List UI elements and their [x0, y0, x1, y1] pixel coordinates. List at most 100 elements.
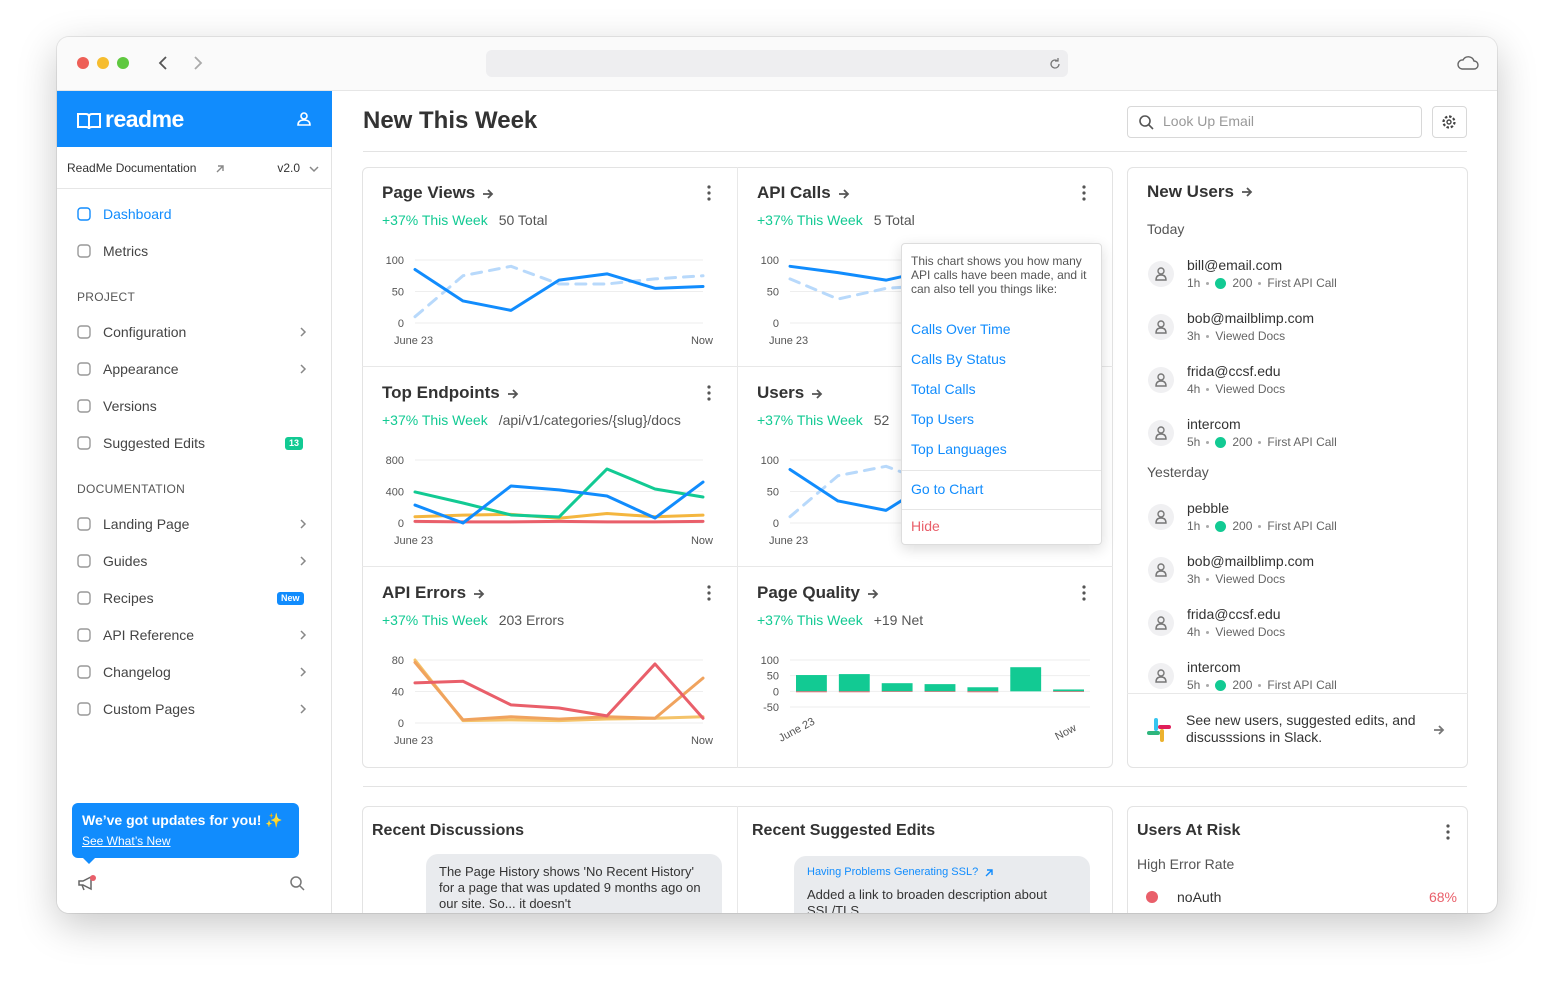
chevron-glyph — [300, 364, 307, 374]
chevron-icon — [300, 364, 307, 374]
card-summary: +37% This Week 50 Total — [382, 212, 548, 228]
user-icon[interactable] — [296, 111, 312, 127]
project-name[interactable]: ReadMe Documentation — [67, 161, 197, 175]
user-email[interactable]: bill@email.com — [1187, 257, 1283, 273]
risk-name[interactable]: noAuth — [1177, 889, 1222, 905]
nav-item[interactable]: Recipes — [103, 590, 154, 606]
nav-item[interactable]: Appearance — [103, 361, 179, 377]
menu-icon[interactable] — [706, 585, 712, 601]
tooltip-link[interactable]: Top Users — [911, 411, 975, 427]
menu-dot — [1082, 585, 1086, 589]
card-title[interactable]: API Calls — [757, 183, 831, 202]
tooltip-hide[interactable]: Hide — [911, 518, 940, 534]
avatar-body — [1155, 433, 1167, 440]
announcement-icon[interactable] — [77, 874, 97, 892]
user-email[interactable]: bob@mailblimp.com — [1187, 553, 1315, 569]
status-dot — [1215, 520, 1227, 532]
close-button[interactable] — [77, 57, 89, 69]
card-title[interactable]: Page Views — [382, 183, 476, 202]
menu-dot — [1082, 591, 1086, 595]
menu-icon[interactable] — [706, 385, 712, 401]
edit-bubble[interactable] — [794, 856, 1090, 913]
nav-item[interactable]: Changelog — [103, 664, 171, 680]
menu-dot — [707, 591, 711, 595]
gear-hub — [1446, 119, 1452, 125]
user-email[interactable]: frida@ccsf.edu — [1187, 363, 1281, 379]
series-line — [413, 662, 705, 720]
updates-link[interactable]: See What’s New — [82, 834, 171, 848]
avatar-head — [1157, 426, 1165, 434]
menu-dot — [707, 197, 711, 201]
settings-button[interactable] — [1432, 106, 1467, 138]
brand[interactable]: readme — [105, 106, 184, 132]
new-users-panel — [1127, 167, 1468, 768]
nav-item[interactable]: Landing Page — [103, 516, 190, 532]
y-tick-label: 100 — [761, 655, 779, 667]
user-meta: 3h Viewed Docs — [1187, 329, 1285, 343]
card-title[interactable]: API Errors — [382, 583, 467, 602]
search-box[interactable] — [1127, 106, 1422, 138]
updates-box[interactable] — [72, 803, 299, 858]
version[interactable]: v2.0 — [277, 161, 300, 175]
user-email[interactable]: bob@mailblimp.com — [1187, 310, 1315, 326]
nav-item[interactable]: API Reference — [103, 627, 195, 643]
tooltip-link[interactable]: Total Calls — [911, 381, 976, 397]
user-email[interactable]: frida@ccsf.edu — [1187, 606, 1281, 622]
nav-icon-shape — [77, 362, 91, 376]
card-title[interactable]: Users — [757, 383, 805, 402]
tooltip-link[interactable]: Top Languages — [911, 441, 1007, 457]
reload-icon[interactable] — [1048, 57, 1062, 71]
tooltip-action[interactable]: Go to Chart — [911, 481, 984, 497]
group-label: Yesterday — [1147, 464, 1209, 480]
menu-icon[interactable] — [706, 185, 712, 201]
minimize-button[interactable] — [97, 57, 109, 69]
arrow-icon — [1241, 187, 1253, 197]
bar — [796, 691, 827, 693]
menu-dot — [1082, 197, 1086, 201]
x-label: June 23 — [769, 535, 808, 547]
y-tick-label: 800 — [386, 455, 404, 467]
user-time: 4h — [1187, 625, 1201, 639]
edit-link[interactable]: Having Problems Generating SSL? — [807, 866, 979, 878]
external-glyph — [985, 869, 993, 877]
menu-icon[interactable] — [1081, 585, 1087, 601]
tooltip-link[interactable]: Calls By Status — [911, 351, 1006, 367]
nav-icon-shape — [77, 591, 91, 605]
nav-item[interactable]: Custom Pages — [103, 701, 195, 717]
card-title[interactable]: Page Quality — [757, 583, 860, 602]
updates-pointer — [82, 857, 96, 864]
avatar-icon — [1155, 373, 1167, 387]
back-button[interactable] — [158, 56, 167, 70]
series-line — [413, 480, 705, 525]
menu-dot — [707, 185, 711, 189]
user-meta: 5h 200 First API Call — [1187, 678, 1337, 692]
tooltip-link[interactable]: Calls Over Time — [911, 321, 1011, 337]
slack-text[interactable]: See new users, suggested edits, and disc… — [1186, 712, 1416, 745]
user-email[interactable]: pebble — [1187, 500, 1230, 516]
nav-item[interactable]: Configuration — [103, 324, 187, 340]
card-title: Recent Discussions — [372, 822, 525, 839]
card-title[interactable]: Top Endpoints — [382, 383, 500, 402]
cloud-icon[interactable] — [1456, 54, 1480, 72]
zoom-button[interactable] — [117, 57, 129, 69]
menu-icon[interactable] — [1445, 824, 1451, 840]
panel-title[interactable]: New Users — [1147, 182, 1234, 201]
address-bar[interactable] — [486, 50, 1068, 77]
nav-item[interactable]: Dashboard — [103, 206, 172, 222]
x-label: Now — [691, 735, 713, 747]
user-email[interactable]: intercom — [1187, 416, 1241, 432]
avatar-head — [1157, 669, 1165, 677]
user-meta: 4h Viewed Docs — [1187, 382, 1285, 396]
updates-title: We’ve got updates for you! ✨ — [82, 812, 283, 828]
user-email[interactable]: intercom — [1187, 659, 1241, 675]
nav-item[interactable]: Versions — [103, 398, 157, 414]
nav-item[interactable]: Guides — [103, 553, 148, 569]
forward-button[interactable] — [194, 56, 203, 70]
y-tick-label: 0 — [398, 518, 404, 530]
nav-item[interactable]: Metrics — [103, 243, 149, 259]
nav-item[interactable]: Suggested Edits — [103, 435, 205, 451]
sidebar-search-icon[interactable] — [289, 875, 305, 891]
menu-icon[interactable] — [1081, 185, 1087, 201]
discussion-bubble[interactable] — [426, 854, 722, 913]
series-line — [413, 267, 705, 312]
